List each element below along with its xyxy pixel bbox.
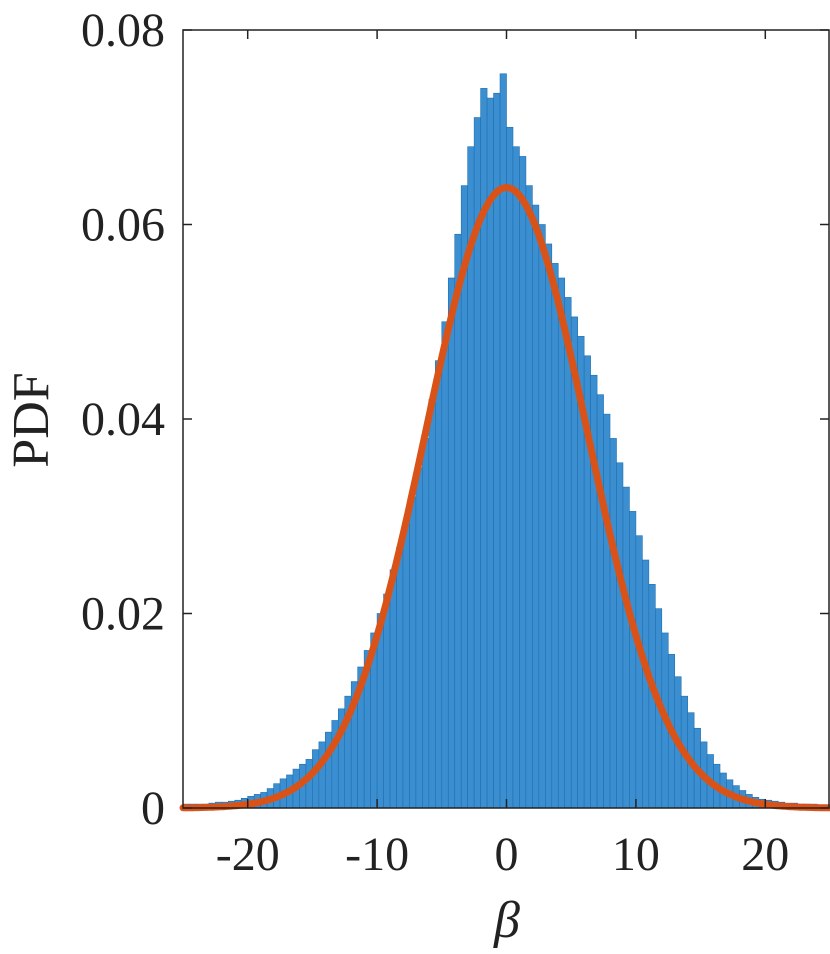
x-axis-label: β: [493, 892, 520, 949]
histogram-bar: [616, 462, 624, 809]
y-tick-label: 0.08: [81, 4, 165, 57]
histogram-bar: [551, 263, 559, 809]
histogram-bar: [389, 569, 397, 809]
histogram-bar: [493, 92, 501, 809]
histogram-bars: [182, 73, 830, 809]
histogram-bar: [402, 523, 410, 809]
histogram-bar: [441, 321, 449, 809]
histogram-bar: [538, 224, 546, 809]
histogram-bar: [622, 486, 630, 809]
histogram-bar: [409, 496, 417, 809]
histogram-bar: [383, 593, 391, 809]
histogram-bar: [609, 438, 617, 809]
histogram-bar: [596, 394, 604, 809]
y-tick-label: 0.06: [81, 199, 165, 252]
tick-labels: -20 -10 0 10 20 0 0.02 0.04 0.06 0.08: [81, 4, 789, 881]
histogram-bar: [435, 360, 443, 809]
histogram-bar: [305, 759, 313, 809]
ticks: [183, 29, 829, 809]
histogram-bar: [447, 277, 456, 809]
histogram-bar: [312, 749, 320, 809]
histogram-bar: [557, 277, 566, 809]
histogram-bar: [519, 156, 527, 809]
histogram-bar: [564, 297, 572, 809]
histogram-bar: [642, 559, 650, 809]
y-axis-label: PDF: [3, 372, 60, 467]
histogram-bar: [499, 73, 507, 809]
histogram-bar: [415, 467, 423, 809]
histogram-bar: [422, 438, 430, 809]
y-tick-label: 0.02: [81, 588, 165, 641]
histogram-bar: [635, 535, 643, 809]
x-tick-label: 0: [495, 828, 519, 881]
histogram-bar: [512, 146, 520, 809]
histogram-bar: [545, 243, 553, 809]
x-tick-label: -20: [216, 828, 280, 881]
y-tick-label: 0: [141, 782, 165, 835]
x-tick-label: -10: [345, 828, 409, 881]
histogram-bar: [318, 741, 326, 809]
fit-curve-group: [179, 184, 830, 812]
histogram-bar: [532, 204, 540, 809]
histogram-bar: [525, 185, 533, 809]
histogram-bar: [480, 88, 488, 809]
y-tick-label: 0.04: [81, 393, 165, 446]
histogram-bar: [629, 511, 637, 809]
histogram-bar: [396, 547, 404, 809]
histogram-bar: [454, 233, 462, 809]
x-tick-label: 10: [612, 828, 660, 881]
histogram-bar: [603, 413, 611, 809]
histogram-bar: [506, 126, 514, 809]
fit-curve: [179, 184, 830, 812]
histogram-bar: [428, 399, 436, 809]
x-tick-label: 20: [741, 828, 789, 881]
